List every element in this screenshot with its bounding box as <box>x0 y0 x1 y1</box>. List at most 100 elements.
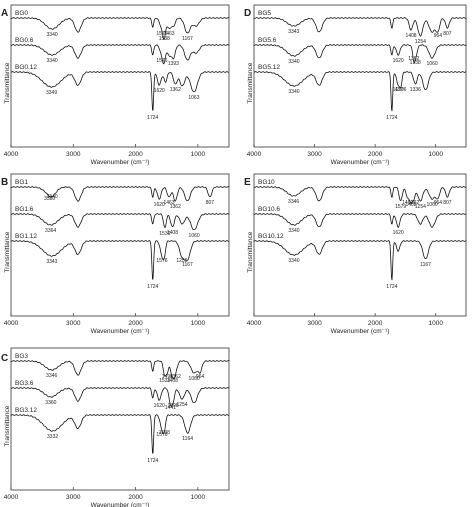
peak-label: 964 <box>196 374 205 380</box>
panel-D: D 4000 3000 2000 1000 Wavenumber (cm⁻¹) Transm… <box>244 4 467 166</box>
spectrum-name: BG1 <box>15 179 28 186</box>
peak-label: 1408 <box>405 202 416 208</box>
peak-label: 1362 <box>170 374 181 380</box>
x-tick-label: 2000 <box>128 494 143 501</box>
spectrum-name: BG3 <box>15 353 28 360</box>
spectrum-line-BG3.12 <box>10 414 230 454</box>
spectrum-name: BG1.6 <box>15 206 34 213</box>
peak-label: 1362 <box>408 200 419 206</box>
x-axis-label: Wavenumber (cm⁻¹) <box>91 159 150 166</box>
panel-A: A 4000 3000 2000 1000 Wavenumber (cm⁻¹) Transm… <box>1 4 230 166</box>
spectrum-line-BG3.6 <box>10 387 230 407</box>
spectrum-line-BG0 <box>10 17 230 41</box>
peak-label: 3349 <box>46 90 57 96</box>
plot-frame <box>253 4 467 148</box>
peak-label: 1576 <box>156 432 167 438</box>
x-axis-label: Wavenumber (cm⁻¹) <box>91 502 150 507</box>
spectrum-line-BG10.6 <box>253 213 467 228</box>
x-tick-label: 1000 <box>428 320 443 327</box>
spectrum-name: BG10.12 <box>258 233 284 240</box>
spectrum-name: BG1.12 <box>15 233 37 240</box>
peak-label: 1338 <box>410 60 421 66</box>
peak-label: 964 <box>434 33 443 39</box>
peak-label: 1336 <box>410 87 421 93</box>
spectrum-line-BG1.6 <box>10 213 230 230</box>
spectrum-line-BG5.12 <box>253 71 467 112</box>
peak-label: 1398 <box>168 403 179 409</box>
peak-label: 1254 <box>415 204 426 210</box>
peak-label: 1463 <box>163 200 174 206</box>
peak-label: 1362 <box>170 87 181 93</box>
spectrum-line-BG3 <box>10 360 230 380</box>
peak-label: 1441 <box>165 405 176 411</box>
peak-label: 1362 <box>170 204 181 210</box>
peak-label: 1579 <box>395 204 406 210</box>
peak-label: 1576 <box>156 31 167 37</box>
peak-label: 1167 <box>420 262 431 268</box>
spectrum-name: BG0 <box>15 10 28 17</box>
spectrum-name: BG3.6 <box>15 380 34 387</box>
x-tick-label: 1000 <box>191 320 206 327</box>
peak-label: 1533 <box>159 378 170 384</box>
peak-label: 1576 <box>395 87 406 93</box>
panel-letter: D <box>244 8 251 19</box>
peak-label: 1620 <box>393 87 404 93</box>
peak-label: 3340 <box>288 89 299 95</box>
peak-label: 1620 <box>154 202 165 208</box>
peak-label: 1060 <box>189 233 200 239</box>
spectrum-name: BG0.12 <box>15 64 37 71</box>
peak-label: 1538 <box>159 430 170 436</box>
x-axis-label: Wavenumber (cm⁻¹) <box>331 159 390 166</box>
spectrum-line-BG5.6 <box>253 44 467 64</box>
peak-label: 1538 <box>159 36 170 42</box>
peak-label: 1576 <box>156 58 167 64</box>
peak-label: 1254 <box>415 39 426 45</box>
plot-frame <box>10 347 230 491</box>
y-axis-label: Transmittance <box>4 405 11 446</box>
peak-label: 1060 <box>189 376 200 382</box>
peak-label: 1256 <box>176 258 187 264</box>
spectrum-line-BG5 <box>253 17 467 37</box>
peak-label: 1490 <box>162 374 173 380</box>
x-tick-label: 2000 <box>368 151 383 158</box>
plot-frame <box>10 4 230 148</box>
peak-label: 1463 <box>163 31 174 37</box>
spectrum-name: BG5.12 <box>258 64 280 71</box>
peak-label: 3340 <box>47 58 58 64</box>
x-tick-label: 3000 <box>66 151 81 158</box>
spectrum-name: BG0.6 <box>15 37 34 44</box>
peak-label: 3340 <box>47 194 58 200</box>
spectrum-line-BG1 <box>10 186 230 202</box>
panel-letter: E <box>244 177 251 188</box>
peak-label: 1167 <box>182 36 193 42</box>
spectrum-line-BG10.12 <box>253 240 467 281</box>
peak-label: 3340 <box>288 59 299 65</box>
spectrum-line-BG0.6 <box>10 44 230 65</box>
plot-frame <box>10 173 230 317</box>
peak-label: 1620 <box>393 230 404 236</box>
spectrum-name: BG5 <box>258 10 271 17</box>
peak-label: 1164 <box>182 436 193 442</box>
plot-frame <box>253 173 467 317</box>
peak-label: 807 <box>206 200 215 206</box>
peak-label: 3343 <box>288 29 299 35</box>
x-tick-label: 4000 <box>247 320 262 327</box>
peak-label: 1724 <box>147 115 158 121</box>
peak-label: 3340 <box>288 228 299 234</box>
spectrum-name: BG3.12 <box>15 407 37 414</box>
panel-letter: B <box>1 177 8 188</box>
x-tick-label: 3000 <box>66 320 81 327</box>
peak-label: 1724 <box>147 458 158 464</box>
peak-label: 1724 <box>386 284 397 290</box>
peak-label: 1408 <box>167 378 178 384</box>
peak-label: 807 <box>443 200 452 206</box>
y-axis-label: Transmittance <box>247 62 254 103</box>
peak-label: 3364 <box>45 228 56 234</box>
peak-label: 3380 <box>44 196 55 202</box>
peak-label: 1393 <box>168 61 179 67</box>
spectrum-name: BG10.6 <box>258 206 280 213</box>
peak-label: 1576 <box>156 258 167 264</box>
y-axis-label: Transmittance <box>4 231 11 272</box>
y-axis-label: Transmittance <box>247 231 254 272</box>
